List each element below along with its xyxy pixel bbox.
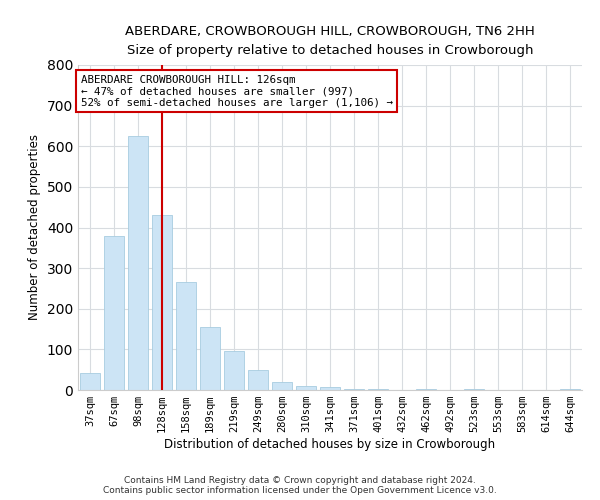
Bar — [320, 387, 340, 390]
Bar — [560, 389, 580, 390]
Bar — [176, 282, 196, 390]
Bar — [344, 389, 364, 390]
Bar — [368, 389, 388, 390]
Bar — [272, 382, 292, 390]
Text: ABERDARE CROWBOROUGH HILL: 126sqm
← 47% of detached houses are smaller (997)
52%: ABERDARE CROWBOROUGH HILL: 126sqm ← 47% … — [80, 74, 392, 108]
Bar — [200, 327, 220, 390]
Bar — [224, 350, 244, 390]
Bar — [104, 236, 124, 390]
X-axis label: Distribution of detached houses by size in Crowborough: Distribution of detached houses by size … — [164, 438, 496, 451]
Bar — [248, 370, 268, 390]
Bar — [80, 372, 100, 390]
Bar — [128, 136, 148, 390]
Title: ABERDARE, CROWBOROUGH HILL, CROWBOROUGH, TN6 2HH
Size of property relative to de: ABERDARE, CROWBOROUGH HILL, CROWBOROUGH,… — [125, 25, 535, 57]
Bar — [152, 216, 172, 390]
Bar — [296, 386, 316, 390]
Text: Contains HM Land Registry data © Crown copyright and database right 2024.
Contai: Contains HM Land Registry data © Crown c… — [103, 476, 497, 495]
Bar — [464, 389, 484, 390]
Y-axis label: Number of detached properties: Number of detached properties — [28, 134, 41, 320]
Bar — [416, 389, 436, 390]
